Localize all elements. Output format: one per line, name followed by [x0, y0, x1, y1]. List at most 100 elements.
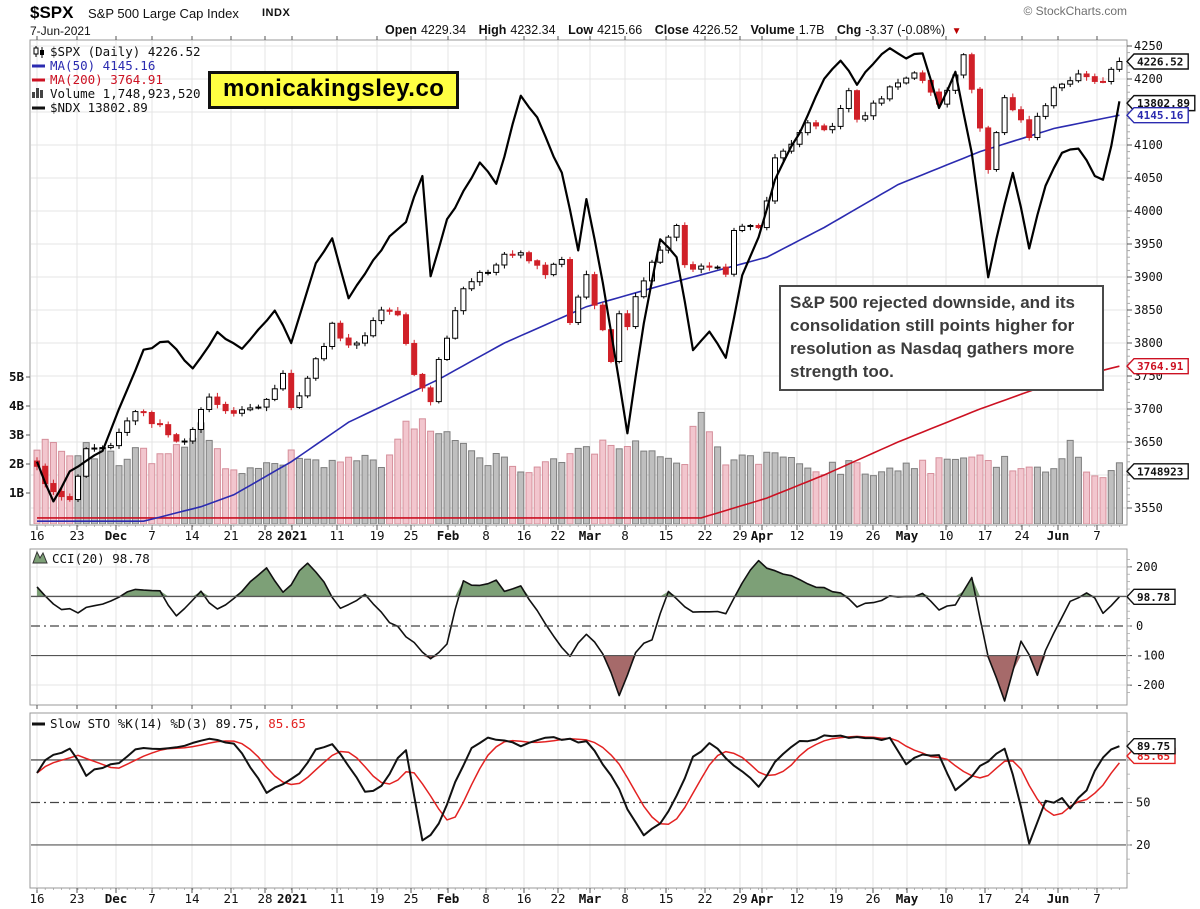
svg-text:4250: 4250	[1134, 39, 1163, 53]
svg-text:Mar: Mar	[579, 528, 602, 543]
svg-text:4000: 4000	[1134, 204, 1163, 218]
svg-text:0: 0	[1136, 619, 1143, 633]
legend-sto: Slow STO %K(14) %D(3) 89.75, 85.65	[32, 716, 306, 731]
svg-text:16: 16	[29, 891, 44, 906]
change-value: -3.37 (-0.08%)	[865, 23, 946, 37]
close-value: 4226.52	[692, 23, 738, 37]
svg-text:3900: 3900	[1134, 270, 1163, 284]
cci-band-lines	[31, 595, 1126, 657]
svg-text:May: May	[896, 891, 919, 906]
svg-text:19: 19	[369, 891, 384, 906]
svg-text:4100: 4100	[1134, 138, 1163, 152]
volume-bars	[33, 411, 1123, 524]
svg-text:Apr: Apr	[751, 528, 774, 543]
svg-text:4145.16: 4145.16	[1137, 109, 1184, 122]
svg-text:7: 7	[148, 528, 156, 543]
svg-text:17: 17	[977, 891, 992, 906]
svg-text:May: May	[896, 528, 919, 543]
svg-text:16: 16	[29, 528, 44, 543]
svg-text:8: 8	[482, 528, 490, 543]
svg-text:2021: 2021	[277, 528, 307, 543]
change-down-icon: ▼	[951, 26, 962, 37]
sto-series	[36, 734, 1120, 845]
axes: 3550360036503700375038003850390039504000…	[9, 36, 1165, 893]
svg-text:4050: 4050	[1134, 171, 1163, 185]
low-value: 4215.66	[597, 23, 643, 37]
svg-text:Feb: Feb	[437, 891, 460, 906]
svg-text:MA(200) 3764.91: MA(200) 3764.91	[50, 72, 163, 87]
watermark-banner: monicakingsley.co	[208, 71, 460, 109]
svg-text:2B: 2B	[9, 456, 25, 471]
svg-text:14: 14	[184, 528, 199, 543]
svg-text:3B: 3B	[9, 427, 25, 442]
svg-text:1B: 1B	[9, 485, 25, 500]
open-label: Open	[385, 23, 417, 37]
svg-text:29: 29	[732, 891, 747, 906]
svg-text:26: 26	[865, 528, 880, 543]
annotation-note: S&P 500 rejected downside, and its conso…	[779, 285, 1104, 391]
svg-text:23: 23	[69, 528, 84, 543]
svg-text:Volume 1,748,923,520: Volume 1,748,923,520	[50, 86, 201, 101]
svg-text:8: 8	[621, 891, 629, 906]
chart-date: 7-Jun-2021	[30, 24, 91, 38]
svg-text:22: 22	[550, 891, 565, 906]
exchange-label: INDX	[262, 7, 291, 19]
svg-text:7: 7	[1093, 891, 1101, 906]
svg-text:16: 16	[516, 528, 531, 543]
legend-cci: CCI(20) 98.78	[32, 550, 150, 566]
copyright-label: © StockCharts.com	[1023, 4, 1127, 18]
svg-text:25: 25	[403, 528, 418, 543]
svg-text:5B: 5B	[9, 369, 25, 384]
x-axis-labels: 16 23 Dec 7 14 21 28 2021 11 19 25 Feb 8 16 22 Mar 8 15 22…	[29, 528, 1100, 906]
svg-text:7: 7	[148, 891, 156, 906]
change-label: Chg	[836, 23, 862, 37]
svg-text:Mar: Mar	[579, 891, 602, 906]
volume-label: Volume	[750, 23, 795, 37]
candles-icon	[33, 46, 44, 58]
svg-text:24: 24	[1014, 528, 1029, 543]
svg-text:Jun: Jun	[1047, 891, 1070, 906]
sto-band-lines	[31, 759, 1126, 846]
svg-text:Dec: Dec	[105, 528, 128, 543]
svg-text:4226.52: 4226.52	[1137, 55, 1183, 68]
svg-text:10: 10	[938, 891, 953, 906]
svg-text:3650: 3650	[1134, 435, 1163, 449]
high-label: High	[478, 23, 507, 37]
svg-text:26: 26	[865, 891, 880, 906]
svg-text:20: 20	[1136, 838, 1150, 852]
svg-text:Feb: Feb	[437, 528, 460, 543]
area-icon	[32, 550, 48, 564]
svg-text:15: 15	[658, 528, 673, 543]
svg-text:11: 11	[329, 528, 344, 543]
ndx-line	[35, 47, 1121, 503]
svg-text:Apr: Apr	[751, 891, 774, 906]
svg-text:28: 28	[257, 528, 272, 543]
svg-text:7: 7	[1093, 528, 1101, 543]
svg-text:3550: 3550	[1134, 501, 1163, 515]
svg-text:15: 15	[658, 891, 673, 906]
svg-text:3700: 3700	[1134, 402, 1163, 416]
svg-text:1748923: 1748923	[1137, 465, 1183, 478]
svg-text:22: 22	[550, 528, 565, 543]
svg-text:19: 19	[828, 891, 843, 906]
svg-text:14: 14	[184, 891, 199, 906]
svg-text:3850: 3850	[1134, 303, 1163, 317]
svg-text:98.78: 98.78	[1137, 591, 1170, 604]
volume-bars-icon	[32, 88, 43, 98]
svg-text:16: 16	[516, 891, 531, 906]
svg-text:MA(50) 4145.16: MA(50) 4145.16	[50, 58, 155, 73]
svg-text:Jun: Jun	[1047, 528, 1070, 543]
svg-text:13802.89: 13802.89	[1137, 97, 1190, 110]
low-label: Low	[568, 23, 594, 37]
index-name: S&P 500 Large Cap Index	[88, 6, 239, 21]
svg-text:8: 8	[482, 891, 490, 906]
close-label: Close	[654, 23, 689, 37]
svg-text:17: 17	[977, 528, 992, 543]
svg-text:29: 29	[732, 528, 747, 543]
svg-text:10: 10	[938, 528, 953, 543]
svg-text:11: 11	[329, 891, 344, 906]
svg-text:3950: 3950	[1134, 237, 1163, 251]
